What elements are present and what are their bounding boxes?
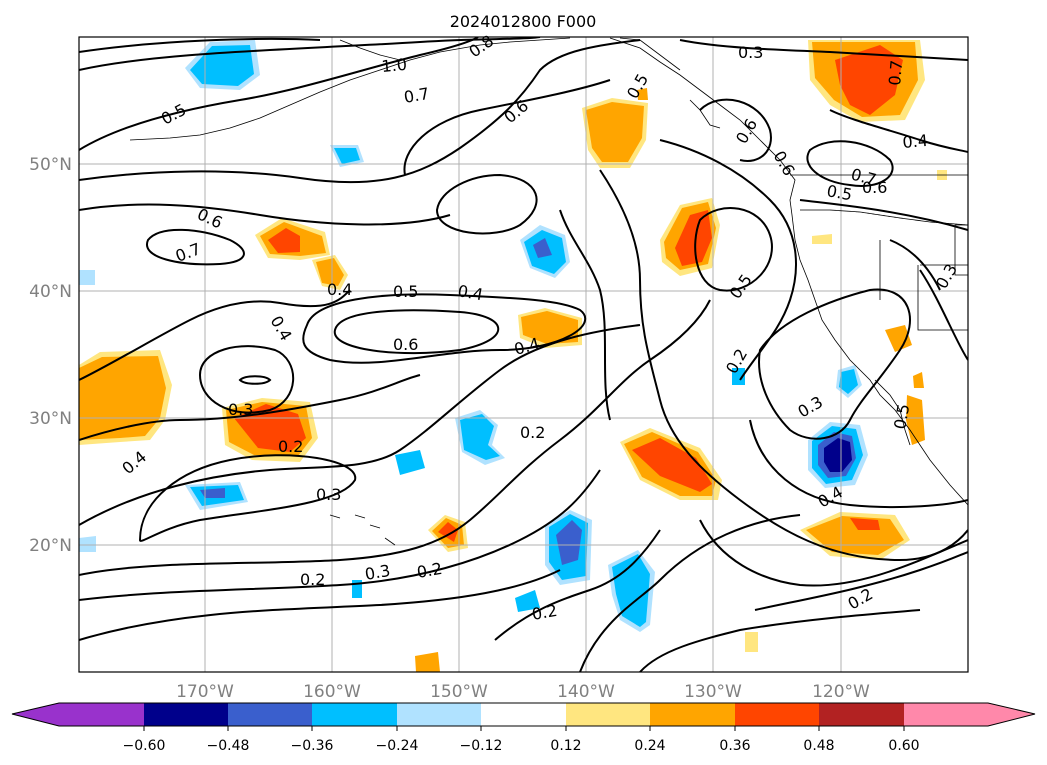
anomaly-blob-negative-central: [185, 225, 570, 510]
contour-label: 0.7: [402, 84, 430, 107]
colorbar-ticks: [143, 726, 905, 731]
contour-label: 0.2: [520, 423, 545, 442]
colorbar-tick-label: −0.24: [376, 738, 419, 754]
contour-label: 0.5: [890, 402, 913, 430]
lon-tick-label: 140°W: [557, 682, 615, 702]
colorbar-tick-label: −0.12: [460, 738, 503, 754]
contour-label: 0.4: [902, 131, 929, 152]
lon-tick-label: 120°W: [812, 682, 870, 702]
colorbar-segment: [228, 703, 312, 726]
anomaly-blob-hawaii-east: [428, 515, 468, 552]
colorbar-tick-label: −0.48: [207, 738, 250, 754]
colorbar-fills: [12, 703, 1035, 726]
contour-labels: 0.5 0.7 0.8 1.0 0.6 0.3 0.7 0.5 0.6 0.6 …: [118, 31, 961, 624]
lat-tick-label: 20°N: [29, 536, 72, 556]
anomaly-blob-gulf-alaska: [582, 98, 648, 168]
colorbar-segment: [312, 703, 397, 726]
contour-label: 0.3: [363, 561, 391, 584]
colorbar-tick-label: 0.24: [634, 738, 665, 754]
anomaly-blob-east-pacific-north: [660, 198, 720, 276]
colorbar-tick-label: 0.48: [803, 738, 834, 754]
colorbar-tick-label: 0.60: [888, 738, 919, 754]
colorbar: −0.60 −0.48 −0.36 −0.24 −0.12 0.12 0.24 …: [11, 702, 1036, 754]
contour-label: 0.7: [885, 59, 906, 86]
anomaly-blob-nw-canada: [808, 40, 925, 122]
colorbar-tick-label: −0.36: [291, 738, 334, 754]
contour-lines: [79, 37, 968, 672]
coastlines: [129, 37, 968, 546]
colorbar-segment: [566, 703, 650, 726]
colorbar-segment: [650, 703, 735, 726]
contour-label: 0.2: [300, 570, 325, 589]
lon-tick-label: 160°W: [303, 682, 361, 702]
map-frame: [78, 36, 969, 673]
map-panel: 0.5 0.7 0.8 1.0 0.6 0.3 0.7 0.5 0.6 0.6 …: [78, 31, 969, 673]
anomaly-blob-mid-pacific-north: [255, 218, 348, 290]
colorbar-segment: [397, 703, 481, 726]
contour-label: 0.6: [862, 178, 887, 197]
colorbar-segment: [481, 703, 566, 726]
lon-tick-label: 170°W: [176, 682, 234, 702]
colorbar-tick-labels: −0.60 −0.48 −0.36 −0.24 −0.12 0.12 0.24 …: [123, 738, 920, 754]
contour-label: 0.2: [530, 601, 558, 624]
contour-label: 0.5: [825, 181, 853, 204]
colorbar-tick-label: −0.60: [123, 738, 166, 754]
figure-title: 2024012800 F000: [450, 12, 597, 31]
colorbar-segment: [904, 703, 1035, 726]
contour-label: 0.2: [278, 437, 303, 456]
colorbar-segment: [12, 703, 144, 726]
lat-tick-label: 50°N: [29, 155, 72, 175]
contour-label: 0.4: [327, 280, 352, 299]
contour-label: 0.3: [228, 400, 253, 419]
anomaly-fill-layer: [79, 40, 947, 672]
contour-label: 0.5: [393, 282, 418, 301]
contour-label: 0.3: [738, 43, 763, 62]
colorbar-outline: [11, 702, 1036, 727]
contour-label: 1.0: [381, 55, 408, 76]
colorbar-segment: [819, 703, 904, 726]
colorbar-segment: [735, 703, 819, 726]
lat-tick-label: 40°N: [29, 282, 72, 302]
anomaly-blob-east-pacific-south: [620, 428, 722, 500]
anomaly-blob-negative-north: [79, 40, 364, 285]
colorbar-segment: [144, 703, 228, 726]
anomaly-blob-west-edge: [79, 350, 172, 445]
anomaly-blob-small-positives: [415, 88, 947, 672]
colorbar-tick-label: 0.36: [719, 738, 750, 754]
lon-tick-label: 150°W: [430, 682, 488, 702]
colorbar-tick-label: 0.12: [550, 738, 581, 754]
lat-tick-label: 30°N: [29, 409, 72, 429]
contour-label: 0.6: [393, 335, 418, 354]
axis-tick-labels: 170°W 160°W 150°W 140°W 130°W 120°W 50°N…: [29, 155, 870, 702]
lon-tick-label: 130°W: [684, 682, 742, 702]
contour-label: 0.3: [316, 485, 341, 504]
contour-label: 0.2: [415, 559, 443, 582]
contour-label: 0.4: [456, 281, 484, 304]
